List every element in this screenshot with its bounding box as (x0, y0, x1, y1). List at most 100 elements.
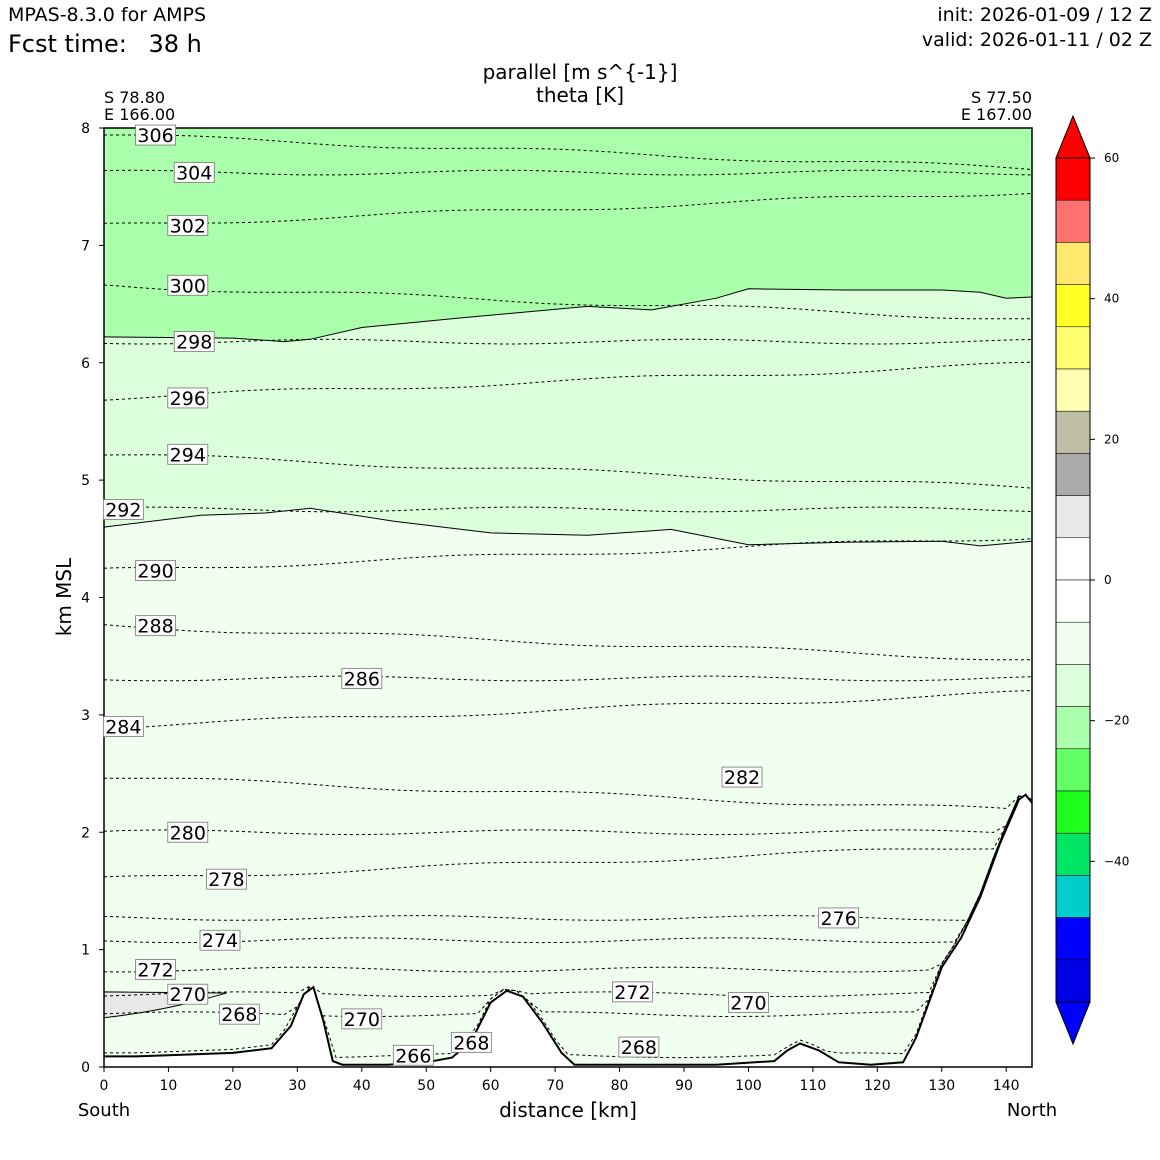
theta-contour-label: 268 (621, 1037, 657, 1059)
theta-contour-label-box (167, 387, 209, 409)
theta-contour-label-box (102, 499, 144, 520)
theta-contour-line (104, 795, 1032, 836)
theta-contour-label-box (135, 124, 176, 146)
terrain-fill (104, 794, 1032, 1067)
theta-contour-label-box (167, 983, 209, 1005)
right-endpoint-lat: S 77.50 (970, 88, 1032, 107)
theta-contour-label: 272 (137, 960, 173, 982)
colorbar-segment (1055, 790, 1091, 834)
theta-contour-line (104, 506, 1032, 513)
theta-contour-label: 288 (137, 616, 173, 638)
theta-contour-line (104, 795, 1032, 1017)
colorbar-segment (1055, 579, 1091, 623)
colorbar-tick-label: 40 (1104, 292, 1119, 306)
forecast-time-label: Fcst time: (8, 30, 127, 58)
theta-contour-label: 304 (176, 163, 212, 185)
theta-contour-label-box (728, 992, 769, 1013)
colorbar-segment (1055, 621, 1091, 665)
filled-band (104, 508, 1032, 1067)
theta-contour-line (104, 538, 1032, 569)
theta-contour-line (104, 690, 1032, 730)
theta-contour-line (104, 795, 1032, 1059)
colorbar-segment (1055, 664, 1091, 707)
colorbar-tick-label: 0 (1104, 573, 1112, 587)
colorbar-segment (1055, 284, 1091, 328)
y-tick-label: 1 (81, 943, 90, 959)
theta-contour-label: 268 (221, 1004, 257, 1026)
theta-contour-label: 278 (208, 869, 244, 891)
theta-contour-label: 306 (137, 125, 173, 147)
theta-contour-label: 276 (821, 908, 857, 930)
init-time: init: 2026-01-09 / 12 Z (937, 4, 1152, 26)
theta-contour-label: 270 (344, 1009, 380, 1031)
theta-contour-label: 280 (170, 822, 206, 844)
colorbar-segment (1055, 368, 1091, 412)
theta-contour-line (104, 454, 1032, 489)
theta-contour-label-box (450, 1031, 492, 1053)
theta-contour-label-box (167, 215, 209, 236)
x-tick-label: 60 (482, 1078, 500, 1094)
x-tick-label: 140 (993, 1078, 1020, 1094)
colorbar-segment (1055, 242, 1091, 285)
colorbar-segment (1055, 410, 1091, 454)
x-tick-label: 50 (417, 1078, 435, 1094)
theta-contour-label: 272 (614, 982, 650, 1004)
x-tick-label: 90 (675, 1078, 693, 1094)
theta-contour-line (104, 169, 1032, 176)
theta-contour-label: 294 (170, 444, 206, 466)
y-tick-label: 6 (81, 356, 90, 372)
theta-contour-line (104, 795, 1032, 998)
colorbar-segment (1055, 959, 1091, 1003)
colorbar-segment (1055, 157, 1091, 201)
theta-contour-line (104, 134, 1032, 170)
left-endpoint-lat: S 78.80 (104, 88, 166, 107)
theta-contour-label-box (818, 907, 860, 929)
colorbar-over-arrow (1055, 114, 1091, 159)
left-endpoint-direction: South (77, 1100, 131, 1121)
colorbar-segment (1055, 832, 1091, 876)
theta-contour-label-box (721, 766, 763, 788)
theta-contour-label: 286 (344, 668, 380, 690)
chart-title: parallel [m s^{-1}] (482, 60, 678, 84)
colorbar-tick-label: −20 (1104, 714, 1129, 728)
x-tick-label: 40 (353, 1078, 371, 1094)
theta-contour-label-box (173, 162, 215, 184)
y-tick-label: 4 (81, 591, 90, 607)
theta-contour-line (104, 675, 1032, 682)
colorbar-tick-label: 20 (1104, 432, 1119, 446)
y-tick-label: 2 (81, 825, 90, 841)
colorbar-segment (1055, 706, 1091, 750)
forecast-time: Fcst time: 38 h (8, 30, 202, 58)
colorbar-segment (1055, 917, 1091, 961)
right-endpoint-direction: North (1006, 1100, 1058, 1121)
forecast-time-value: 38 h (148, 30, 202, 58)
theta-contour-label-box (218, 1003, 260, 1025)
theta-contour-label: 274 (202, 930, 238, 952)
colorbar-tick-label: −40 (1104, 854, 1129, 868)
theta-contour-line (104, 795, 1032, 878)
theta-contour-label-box (167, 443, 209, 465)
theta-contour-label-box (341, 1008, 383, 1030)
theta-contour-label: 270 (730, 992, 766, 1014)
theta-contour-label: 298 (176, 332, 212, 354)
y-tick-label: 0 (81, 1060, 90, 1076)
theta-contour-line (104, 795, 1032, 973)
colorbar-segment (1055, 537, 1091, 581)
colorbar-segment (1055, 875, 1091, 918)
theta-contour-label-box (167, 274, 209, 296)
right-endpoint-lon: E 167.00 (960, 105, 1032, 124)
model-name: MPAS-8.3.0 for AMPS (8, 4, 207, 26)
x-tick-label: 70 (546, 1078, 564, 1094)
x-tick-label: 120 (864, 1078, 891, 1094)
theta-contour-line (104, 192, 1032, 224)
theta-contour-label: 270 (170, 984, 206, 1006)
y-tick-label: 5 (81, 473, 90, 489)
theta-contour-line (104, 795, 1032, 921)
y-tick-label: 3 (81, 708, 90, 724)
theta-contour-label-box (135, 615, 176, 637)
y-tick-label: 7 (81, 238, 90, 254)
x-tick-label: 0 (100, 1078, 109, 1094)
theta-contour-label-box (618, 1036, 660, 1058)
theta-contour-label: 284 (105, 717, 141, 739)
